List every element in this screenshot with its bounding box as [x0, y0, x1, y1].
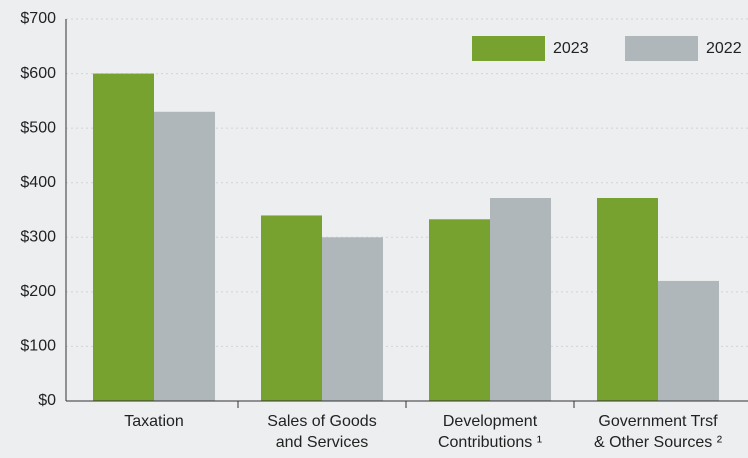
x-tick-label: Contributions ¹ — [438, 434, 542, 451]
x-tick-label: and Services — [276, 434, 369, 451]
bar — [490, 197, 551, 401]
bar — [658, 280, 719, 401]
bar — [261, 215, 322, 401]
legend-swatch — [472, 36, 545, 61]
bar — [429, 219, 490, 401]
y-tick-label: $0 — [38, 392, 56, 409]
legend-label: 2023 — [553, 40, 589, 57]
bar — [154, 111, 215, 402]
legend-swatch — [625, 36, 698, 61]
y-tick-label: $100 — [20, 338, 56, 355]
x-tick-label: Government Trsf — [598, 413, 718, 430]
y-tick-label: $600 — [20, 65, 56, 82]
y-tick-label: $500 — [20, 119, 56, 136]
x-tick-label: Development — [443, 413, 538, 430]
legend-label: 2022 — [706, 40, 742, 57]
y-tick-label: $400 — [20, 174, 56, 191]
y-tick-label: $700 — [20, 10, 56, 27]
x-tick-label: & Other Sources ² — [594, 434, 723, 451]
bar — [93, 73, 154, 402]
x-tick-label: Taxation — [124, 413, 184, 430]
x-tick-label: Sales of Goods — [267, 413, 376, 430]
y-tick-label: $300 — [20, 229, 56, 246]
bar — [597, 197, 658, 401]
y-tick-label: $200 — [20, 283, 56, 300]
bar — [322, 237, 383, 401]
